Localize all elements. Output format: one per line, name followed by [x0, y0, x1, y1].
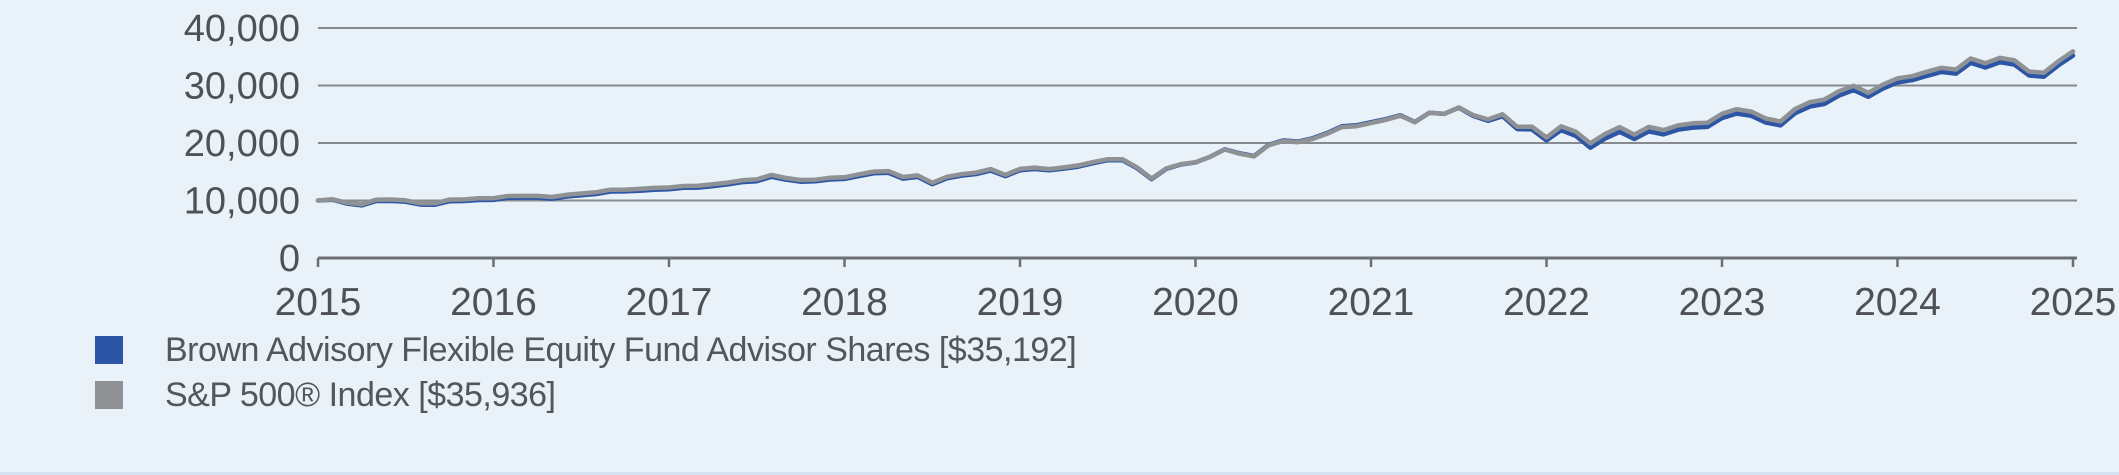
x-axis-tick-label: 2020 — [1152, 281, 1239, 324]
y-axis-tick-label: 10,000 — [184, 181, 300, 223]
legend-label-index: S&P 500® Index [$35,936] — [165, 376, 556, 414]
x-axis-tick-label: 2023 — [1679, 281, 1766, 324]
x-axis-tick-label: 2021 — [1328, 281, 1415, 324]
x-axis-tick-label: 2016 — [450, 281, 537, 324]
x-axis-tick-label: 2022 — [1503, 281, 1590, 324]
x-axis-tick-label: 2018 — [801, 281, 888, 324]
chart-legend: Brown Advisory Flexible Equity Fund Advi… — [95, 331, 1077, 414]
y-axis-tick-label: 0 — [279, 238, 300, 280]
y-axis-tick-label: 20,000 — [184, 123, 300, 165]
x-axis-tick-label: 2025 — [2030, 281, 2117, 324]
fund-line — [315, 53, 2076, 208]
fund-color-swatch — [95, 336, 123, 364]
legend-label-fund: Brown Advisory Flexible Equity Fund Advi… — [165, 331, 1077, 369]
x-axis-tick-label: 2019 — [977, 281, 1064, 324]
x-axis-tick-label: 2024 — [1854, 281, 1941, 324]
y-axis-tick-label: 40,000 — [184, 8, 300, 50]
index-line — [315, 49, 2076, 207]
x-axis-tick-label: 2017 — [626, 281, 713, 324]
legend-item-index: S&P 500® Index [$35,936] — [95, 376, 1076, 414]
x-axis-tick-label: 2015 — [275, 281, 362, 324]
index-color-swatch — [95, 381, 123, 409]
legend-item-fund: Brown Advisory Flexible Equity Fund Advi… — [95, 331, 1077, 369]
y-axis-tick-label: 30,000 — [184, 66, 300, 108]
